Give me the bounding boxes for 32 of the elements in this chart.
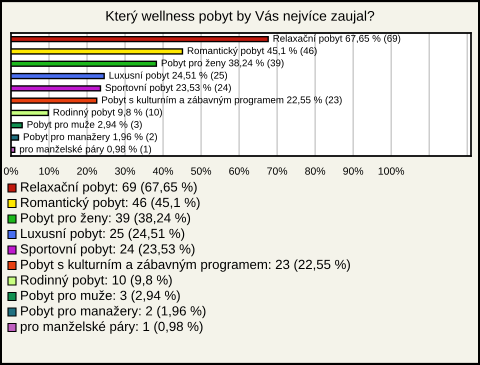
x-tick-label: 40%	[152, 167, 174, 175]
text: Sportovní pobyt: 24 (23,53 %)	[20, 244, 194, 256]
data-label: Pobyt s kulturním a zábavným programem 22,55 % (23)	[102, 96, 342, 106]
text: Pobyt pro manažery: 2 (1,96 %)	[21, 306, 206, 318]
text: Pobyt pro ženy: 39 (38,24 %)	[21, 212, 190, 226]
data-label: pro manželské páry 0,98 % (1)	[20, 145, 152, 154]
text: Rodinný pobyt: 10 (9,8 %)	[21, 274, 172, 288]
data-label: Pobyt pro manažery 1,96 % (2)	[24, 133, 157, 142]
data-label: Luxusní pobyt 24,51 % (25)	[110, 71, 228, 81]
x-tick-label: 70%	[267, 167, 288, 175]
x-tick-label: 10%	[39, 167, 60, 175]
text: Pobyt s kulturním a zábavným programem: 23 (22,55 %)	[21, 259, 350, 272]
x-tick-label: 20%	[77, 167, 98, 175]
data-label: Pobyt pro ženy 38,24 % (39)	[162, 59, 284, 68]
x-tick-label: 100%	[378, 167, 404, 175]
data-label: Pobyt pro muže 2,94 % (3)	[28, 120, 142, 130]
x-tick-label: 80%	[305, 167, 326, 175]
data-label: Relaxační pobyt 67,65 % (69)	[274, 34, 400, 44]
text: Romantický pobyt: 46 (45,1 %)	[21, 197, 200, 210]
chart-title: Který wellness pobyt by Vás nejvíce zaujal?	[106, 10, 374, 24]
data-label: Rodinný pobyt 9,8 % (10)	[54, 108, 162, 118]
data-label: Sportovní pobyt 23,53 % (24)	[105, 84, 231, 93]
text: pro manželské páry: 1 (0,98 %)	[20, 321, 203, 334]
text: Luxusní pobyt: 25 (24,51 %)	[21, 228, 184, 241]
x-tick-label: 30%	[115, 167, 136, 175]
data-label: Romantický pobyt 45,1 % (46)	[188, 46, 317, 56]
text: Pobyt pro muže: 3 (2,94 %)	[21, 290, 180, 303]
text: Relaxační pobyt: 69 (67,65 %)	[21, 182, 197, 194]
x-tick-label: 50%	[191, 167, 212, 175]
x-tick-label: 60%	[229, 167, 250, 175]
x-tick-label: 90%	[343, 167, 364, 175]
x-tick-label: 0%	[4, 167, 18, 175]
